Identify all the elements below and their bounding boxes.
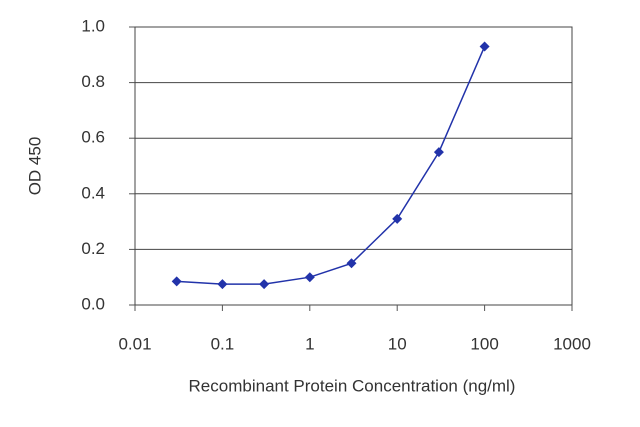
data-point bbox=[479, 41, 490, 52]
y-tick-label: 0.4 bbox=[81, 183, 105, 202]
data-point bbox=[217, 279, 228, 290]
data-point bbox=[392, 213, 403, 224]
data-point bbox=[259, 279, 270, 290]
x-tick-label: 10 bbox=[388, 334, 407, 353]
x-tick-label: 0.01 bbox=[118, 334, 151, 353]
series-line bbox=[176, 46, 486, 285]
y-tick-label: 0.8 bbox=[81, 72, 105, 91]
data-point bbox=[433, 147, 444, 158]
x-tick-label: 100 bbox=[470, 334, 498, 353]
y-tick-label: 0.6 bbox=[81, 128, 105, 147]
x-tick-label: 0.1 bbox=[211, 334, 235, 353]
y-tick-label: 0.2 bbox=[81, 239, 105, 258]
y-tick-label: 1.0 bbox=[81, 16, 105, 35]
plot-frame bbox=[134, 26, 573, 306]
x-tick-label: 1 bbox=[305, 334, 314, 353]
y-axis-title: OD 450 bbox=[25, 137, 44, 196]
data-point bbox=[346, 258, 357, 269]
data-point bbox=[304, 272, 315, 283]
data-point bbox=[171, 276, 182, 287]
x-tick-label: 1000 bbox=[553, 334, 591, 353]
x-axis-title: Recombinant Protein Concentration (ng/ml… bbox=[189, 376, 516, 395]
y-tick-label: 0.0 bbox=[81, 294, 105, 313]
